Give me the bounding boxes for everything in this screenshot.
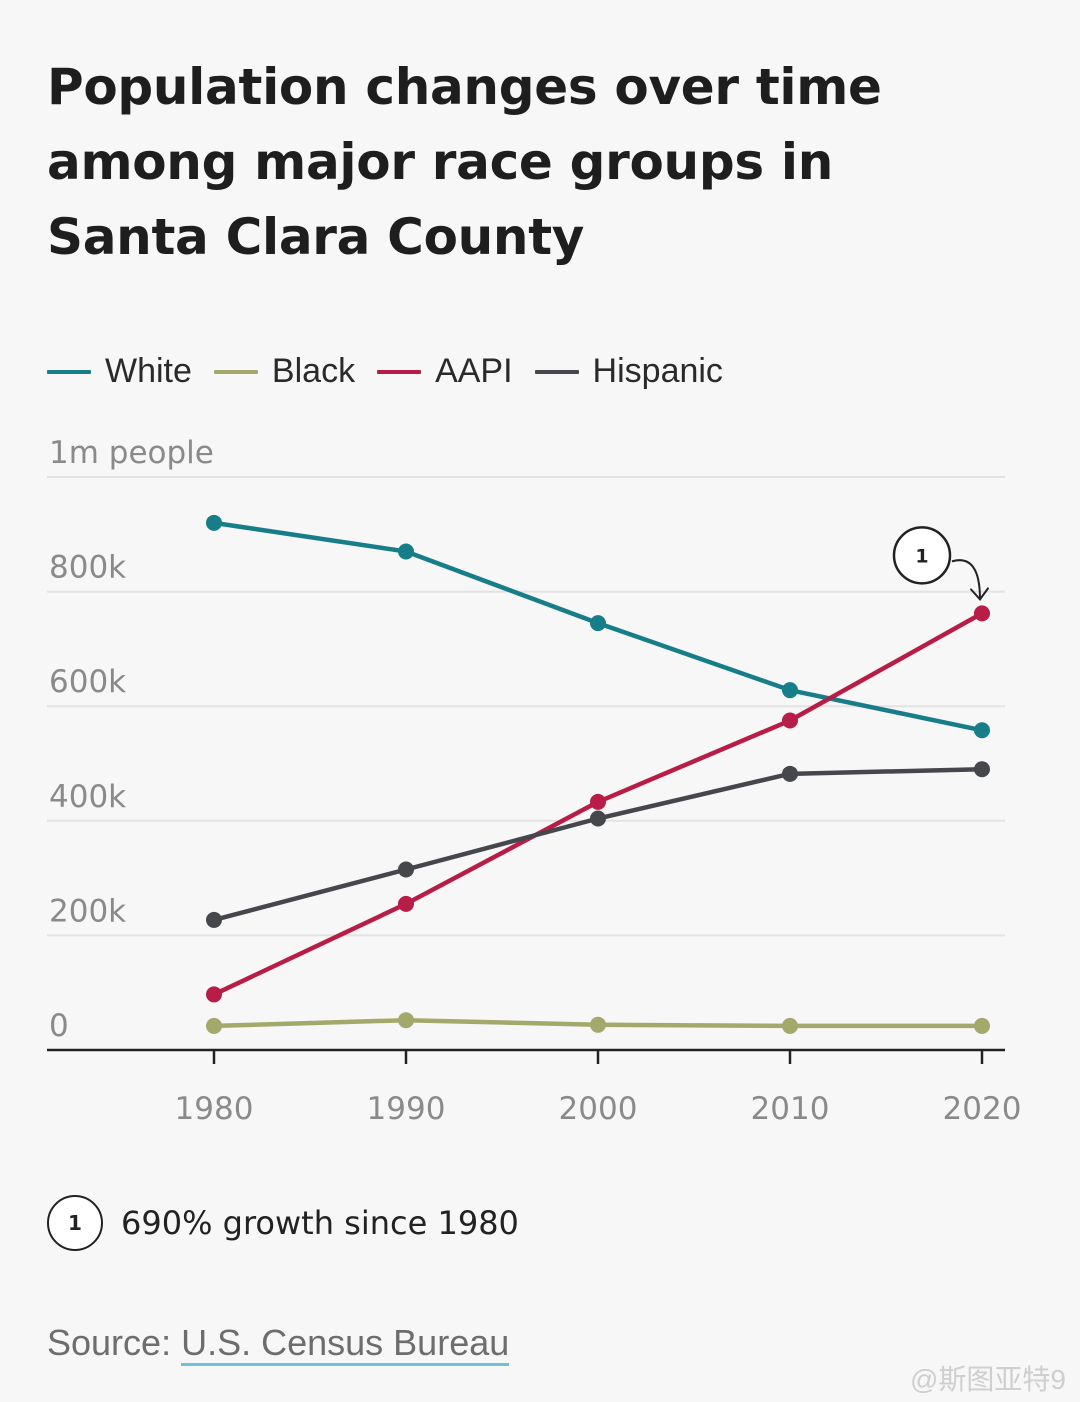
callout-arrow [951, 559, 981, 600]
y-tick-label: 800k [49, 550, 126, 586]
data-point-hispanic [782, 765, 798, 782]
y-tick-label: 400k [49, 779, 126, 815]
series-black [206, 1012, 990, 1034]
data-point-aapi [590, 793, 606, 810]
chart-title: Population changes over time among major… [47, 58, 882, 266]
source-link[interactable]: U.S. Census Bureau [181, 1322, 510, 1366]
legend-swatch-hispanic [534, 369, 579, 374]
callout-badge-circle [892, 526, 952, 585]
callout-badge-text: 1 [915, 545, 928, 567]
data-point-aapi [782, 712, 798, 729]
y-tick-label: 1m people [49, 435, 214, 471]
x-tick-label: 2000 [559, 1091, 638, 1127]
x-tick-label: 1980 [175, 1091, 254, 1127]
watermark: @斯图亚特9 [910, 1364, 1066, 1395]
x-axis: 1980 1990 2000 2010 2020 [47, 1048, 1022, 1127]
legend-label-hispanic: Hispanic [592, 352, 723, 390]
data-point-white [590, 615, 606, 632]
data-point-hispanic [206, 911, 222, 928]
annotation-badge: 1 [47, 1195, 103, 1251]
legend: White Black AAPI Hispanic [47, 352, 745, 391]
data-point-black [206, 1017, 222, 1034]
y-tick-label: 600k [49, 664, 126, 700]
annotation-note: 1 690% growth since 1980 [47, 1195, 519, 1251]
data-point-aapi [974, 605, 990, 622]
series-line-hispanic [211, 766, 985, 923]
data-point-white [782, 682, 798, 699]
legend-item-white: White [47, 352, 192, 391]
legend-item-aapi: AAPI [377, 352, 513, 391]
annotation-text: 690% growth since 1980 [121, 1204, 519, 1242]
legend-item-black: Black [213, 352, 356, 391]
data-point-black [590, 1016, 606, 1033]
x-tick-label: 2010 [751, 1091, 830, 1127]
legend-label-white: White [105, 352, 192, 390]
legend-swatch-aapi [377, 369, 422, 374]
legend-label-aapi: AAPI [435, 352, 513, 390]
callout: 1 [892, 526, 989, 601]
data-point-aapi [206, 986, 222, 1003]
data-point-aapi [398, 895, 414, 912]
x-tick-label: 1990 [367, 1091, 446, 1127]
y-tick-label: 0 [49, 1008, 69, 1044]
series-white [206, 514, 990, 739]
line-chart: 0 200k 400k 600k 800k 1m people 1980 1990 2000 2… [47, 435, 1022, 1127]
legend-swatch-black [213, 369, 258, 374]
legend-item-hispanic: Hispanic [534, 352, 723, 391]
data-point-black [782, 1017, 798, 1034]
callout-arrowhead [970, 587, 989, 601]
x-tick-label: 2020 [943, 1091, 1022, 1127]
legend-swatch-white [47, 369, 91, 374]
series-hispanic [206, 761, 990, 928]
data-point-hispanic [974, 761, 990, 778]
series-aapi [206, 605, 990, 1003]
gridlines: 0 200k 400k 600k 800k 1m people [47, 435, 1005, 1044]
data-point-black [974, 1017, 990, 1034]
data-point-black [398, 1012, 414, 1029]
data-point-white [206, 514, 222, 531]
data-point-hispanic [398, 861, 414, 878]
data-point-white [398, 543, 414, 560]
y-tick-label: 200k [49, 893, 126, 929]
legend-label-black: Black [271, 352, 356, 390]
series-lines [206, 514, 990, 1034]
source-label: Source: [47, 1322, 172, 1363]
data-point-white [974, 722, 990, 739]
data-point-hispanic [590, 810, 606, 827]
source-line: Source: U.S. Census Bureau [47, 1322, 510, 1366]
